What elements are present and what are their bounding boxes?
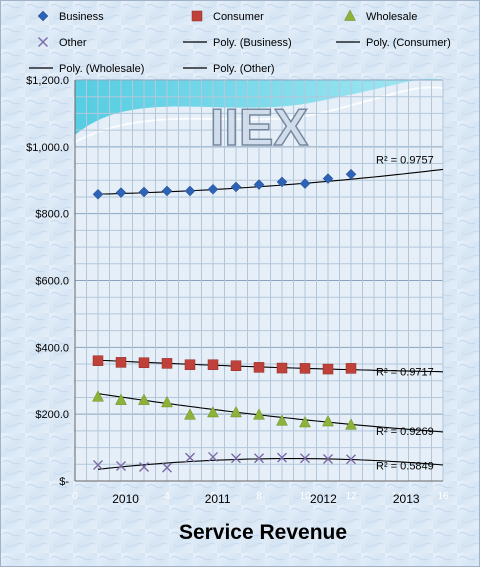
data-point-business — [276, 176, 288, 188]
data-point-wholesale — [184, 408, 196, 420]
data-point-consumer — [276, 362, 288, 374]
y-tick-label: $1,000.0 — [26, 142, 69, 154]
data-point-other — [231, 453, 241, 464]
data-point-wholesale — [299, 415, 311, 428]
legend-label: Poly. (Consumer) — [366, 37, 451, 49]
data-point-other — [277, 452, 287, 463]
data-point-consumer — [345, 363, 357, 374]
data-point-other — [93, 459, 103, 470]
data-point-consumer — [138, 357, 150, 368]
data-point-consumer — [207, 359, 219, 370]
r-squared-label: R² = 0.9269 — [376, 426, 434, 438]
trendline — [97, 168, 444, 195]
x-year-label: 2011 — [205, 492, 231, 506]
legend-label: Business — [59, 11, 104, 23]
data-point-business — [322, 173, 334, 184]
data-point-other — [323, 453, 333, 464]
y-tick-label: $600.0 — [35, 276, 69, 288]
x-minor-tick-label: 10 — [299, 491, 311, 502]
data-point-business — [161, 185, 173, 197]
data-point-wholesale — [138, 393, 150, 405]
legend: Business Consumer Wholesale Other Poly. (Bus… — [29, 9, 451, 75]
data-point-business — [115, 187, 127, 198]
data-point-consumer — [322, 363, 334, 375]
legend-symbol — [38, 37, 48, 47]
data-point-consumer — [92, 355, 104, 366]
data-point-business — [345, 168, 357, 180]
data-point-wholesale — [253, 408, 265, 420]
data-point-business — [138, 186, 150, 198]
data-point-consumer — [253, 362, 265, 373]
x-minor-tick-label: 16 — [437, 491, 449, 502]
chart-title: Service Revenue — [179, 521, 347, 544]
data-point-wholesale — [207, 405, 219, 418]
r-squared-label: R² = 0.9757 — [376, 155, 434, 167]
data-point-consumer — [115, 357, 127, 368]
data-point-other — [254, 453, 264, 464]
data-point-business — [253, 179, 265, 190]
x-year-label: 2012 — [310, 492, 337, 506]
x-minor-tick-label: 8 — [256, 491, 262, 502]
x-year-label: 2010 — [112, 492, 139, 506]
y-tick-label: $400.0 — [35, 342, 69, 354]
data-point-business — [184, 185, 196, 197]
x-minor-tick-label: 0 — [72, 491, 78, 502]
y-tick-label: $- — [59, 476, 69, 488]
data-point-other — [208, 451, 218, 462]
data-point-consumer — [230, 360, 242, 371]
data-point-wholesale — [345, 418, 357, 430]
x-minor-tick-label: 6 — [210, 491, 216, 502]
legend-symbol — [344, 9, 356, 21]
data-point-wholesale — [276, 414, 288, 426]
x-minor-tick-label: 4 — [164, 491, 170, 502]
data-point-business — [230, 181, 242, 193]
y-tick-label: $800.0 — [35, 209, 69, 221]
y-tick-label: $200.0 — [35, 409, 69, 421]
trendlines: R² = 0.9757 R² = 0.9717 R² = 0.9269 R² = 0.… — [97, 155, 444, 472]
y-tick-label: $1,200.0 — [26, 75, 69, 87]
legend-label: Poly. (Wholesale) — [59, 63, 144, 75]
r-squared-label: R² = 0.5849 — [376, 460, 434, 472]
data-point-other — [346, 454, 356, 465]
x-minor-tick-label: 12 — [345, 491, 357, 502]
data-point-wholesale — [115, 393, 127, 405]
data-point-other — [162, 462, 172, 473]
data-point-consumer — [161, 358, 173, 369]
legend-label: Poly. (Business) — [213, 37, 292, 49]
legend-label: Other — [59, 37, 87, 49]
watermark: IIEX — [209, 98, 309, 158]
r-squared-label: R² = 0.9717 — [376, 367, 434, 379]
data-point-consumer — [184, 359, 196, 370]
data-point-wholesale — [322, 414, 334, 427]
axes: $- $200.0 $400.0 $600.0 $800.0 $1,000.0 $1,200… — [26, 75, 449, 506]
data-point-business — [207, 183, 219, 195]
data-point-other — [300, 453, 310, 464]
legend-label: Wholesale — [366, 11, 417, 23]
legend-label: Consumer — [213, 11, 264, 23]
data-point-consumer — [299, 363, 311, 374]
data-point-wholesale — [230, 405, 242, 418]
trendline — [97, 458, 444, 470]
trendline — [97, 359, 444, 373]
legend-label: Poly. (Other) — [213, 63, 275, 75]
data-points — [92, 168, 357, 473]
x-year-label: 2013 — [393, 492, 420, 506]
data-point-other — [185, 452, 195, 463]
data-point-business — [92, 188, 104, 200]
data-point-business — [299, 178, 311, 189]
x-minor-tick-label: 14 — [391, 491, 403, 502]
watermark-text: IIEX — [210, 99, 309, 157]
x-minor-tick-label: 2 — [118, 491, 124, 502]
legend-symbol — [191, 10, 203, 22]
plot-wave-line — [74, 86, 444, 143]
data-point-wholesale — [161, 395, 173, 408]
legend-symbol — [37, 10, 49, 22]
data-point-other — [139, 461, 149, 472]
trendline — [97, 393, 444, 433]
data-point-other — [116, 460, 126, 471]
data-point-wholesale — [92, 390, 104, 402]
